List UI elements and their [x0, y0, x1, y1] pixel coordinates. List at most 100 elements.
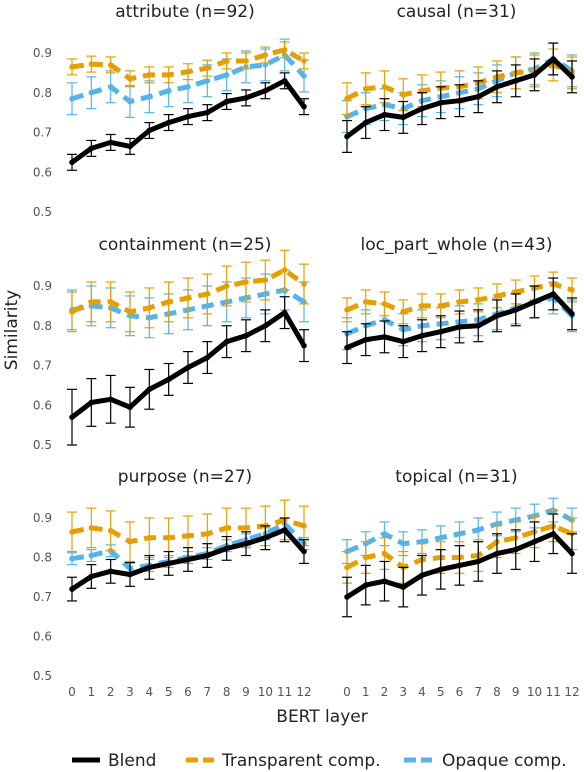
data-point	[381, 301, 388, 307]
data-point	[146, 534, 153, 541]
x-tick-label: 7	[474, 685, 482, 699]
series-blend	[67, 296, 309, 446]
data-point	[165, 299, 172, 305]
y-tick-label: 0.6	[33, 630, 52, 644]
data-point	[494, 83, 500, 90]
data-point	[204, 65, 211, 71]
x-tick-label: 5	[165, 685, 173, 699]
data-point	[475, 297, 482, 303]
data-point	[165, 534, 172, 541]
y-tick-label: 0.8	[33, 551, 52, 565]
legend-item-opaque-comp: Opaque comp.	[404, 751, 567, 771]
data-point	[569, 550, 575, 557]
data-point	[281, 309, 288, 316]
x-tick-label: 4	[146, 685, 154, 699]
data-point	[437, 99, 444, 106]
data-point	[223, 545, 230, 552]
legend-item-blend: Blend	[72, 751, 156, 771]
y-tick-label: 0.6	[33, 165, 52, 179]
data-point	[569, 311, 575, 317]
series-blend	[67, 517, 309, 602]
data-point	[107, 62, 114, 68]
data-point	[381, 334, 388, 340]
data-point	[301, 342, 307, 349]
data-point	[362, 554, 369, 561]
data-point	[400, 91, 407, 98]
data-point	[381, 550, 388, 557]
data-point	[512, 307, 519, 313]
data-point	[243, 332, 249, 339]
y-tick-label: 0.9	[33, 511, 52, 525]
data-point	[88, 145, 95, 152]
data-point	[127, 143, 133, 150]
panel-causal-n-31: causal (n=31)	[342, 2, 577, 153]
data-point	[204, 531, 211, 537]
panel-containment-n-25: containment (n=25) 0.5 0.6 0.7 0.8 0.9	[33, 235, 309, 452]
data-point	[223, 338, 230, 345]
x-tick-label: 12	[296, 685, 311, 699]
data-point	[362, 299, 369, 305]
data-point	[494, 550, 500, 557]
data-point	[185, 556, 191, 563]
data-point	[362, 119, 369, 126]
legend-item-transparent-comp: Transparent comp.	[186, 751, 381, 771]
data-point	[69, 309, 75, 315]
data-point	[301, 103, 307, 110]
y-tick-label: 0.7	[33, 126, 52, 140]
data-point	[165, 87, 172, 94]
data-point	[344, 133, 350, 140]
y-tick-label: 0.5	[33, 205, 52, 219]
data-point	[185, 364, 191, 371]
legend: Blend Transparent comp. Opaque comp.	[72, 751, 567, 771]
data-point	[301, 548, 307, 555]
series-opaque-comp	[67, 38, 309, 118]
data-point	[362, 336, 369, 343]
data-point	[437, 534, 444, 541]
data-point	[204, 552, 211, 559]
data-point	[146, 564, 153, 571]
data-point	[185, 68, 191, 75]
panel-loc-part-whole-n-43: loc_part_whole (n=43)	[342, 235, 577, 365]
x-tick-label: 3	[126, 685, 134, 699]
data-point	[475, 322, 482, 329]
data-point	[531, 72, 538, 78]
data-point	[281, 527, 288, 533]
data-point	[185, 83, 191, 90]
panel-title: purpose (n=27)	[118, 467, 252, 487]
data-point	[165, 119, 172, 126]
x-tick-label: 10	[527, 685, 542, 699]
data-point	[419, 303, 425, 309]
data-point	[381, 531, 388, 537]
y-tick-label: 0.6	[33, 398, 52, 412]
data-point	[107, 83, 114, 90]
data-point	[456, 97, 463, 104]
data-point	[419, 572, 425, 579]
data-point	[243, 58, 249, 64]
legend-label: Opaque comp.	[442, 751, 567, 771]
data-point	[281, 78, 288, 84]
data-point	[262, 322, 269, 329]
data-point	[531, 299, 538, 305]
data-point	[223, 98, 230, 105]
x-tick-label: 11	[546, 685, 561, 699]
data-point	[400, 114, 407, 121]
data-point	[281, 47, 288, 53]
data-point	[531, 538, 538, 545]
data-point	[344, 95, 350, 102]
data-point	[400, 540, 407, 547]
data-point	[88, 299, 95, 305]
data-point	[419, 105, 425, 112]
x-tick-label: 1	[362, 685, 370, 699]
x-tick-label: 7	[204, 685, 212, 699]
data-point	[494, 313, 500, 319]
data-point	[204, 109, 211, 116]
data-point	[437, 328, 444, 335]
y-tick-label: 0.5	[33, 669, 52, 683]
panel-title: causal (n=31)	[397, 2, 517, 22]
x-tick-label: 1	[88, 685, 96, 699]
data-point	[400, 584, 407, 590]
data-point	[185, 113, 191, 120]
series-blend	[342, 42, 577, 153]
x-tick-label: 10	[258, 685, 273, 699]
data-point	[494, 293, 500, 299]
